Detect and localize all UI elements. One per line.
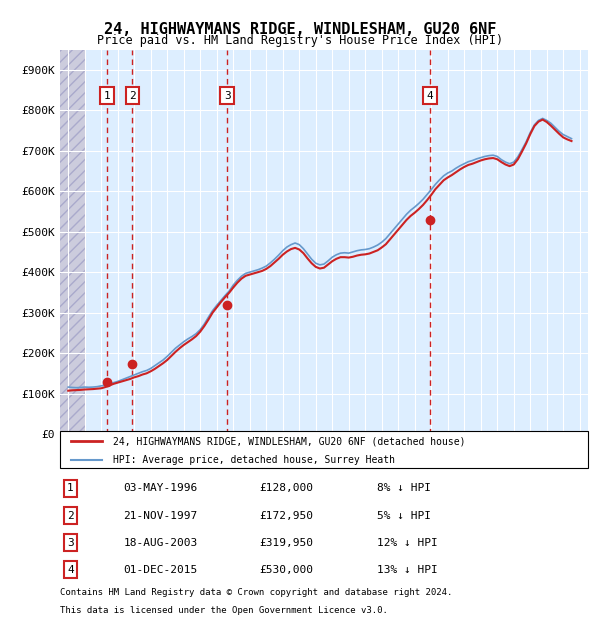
Text: 2: 2 [67,510,74,521]
Text: 24, HIGHWAYMANS RIDGE, WINDLESHAM, GU20 6NF (detached house): 24, HIGHWAYMANS RIDGE, WINDLESHAM, GU20 … [113,436,466,446]
Text: 4: 4 [427,91,433,100]
Text: This data is licensed under the Open Government Licence v3.0.: This data is licensed under the Open Gov… [60,606,388,615]
Text: £172,950: £172,950 [259,510,313,521]
Bar [60,50,85,434]
Text: 5% ↓ HPI: 5% ↓ HPI [377,510,431,521]
Text: £530,000: £530,000 [259,565,313,575]
Text: 24, HIGHWAYMANS RIDGE, WINDLESHAM, GU20 6NF: 24, HIGHWAYMANS RIDGE, WINDLESHAM, GU20 … [104,22,496,37]
Text: 3: 3 [67,538,74,547]
Text: 2: 2 [129,91,136,100]
Text: 13% ↓ HPI: 13% ↓ HPI [377,565,437,575]
Text: 01-DEC-2015: 01-DEC-2015 [124,565,197,575]
Text: 1: 1 [104,91,110,100]
Text: 12% ↓ HPI: 12% ↓ HPI [377,538,437,547]
Text: 4: 4 [67,565,74,575]
Text: 18-AUG-2003: 18-AUG-2003 [124,538,197,547]
Text: 8% ↓ HPI: 8% ↓ HPI [377,484,431,494]
Text: Price paid vs. HM Land Registry's House Price Index (HPI): Price paid vs. HM Land Registry's House … [97,34,503,47]
Text: 3: 3 [224,91,230,100]
Text: £319,950: £319,950 [259,538,313,547]
Text: 03-MAY-1996: 03-MAY-1996 [124,484,197,494]
Text: Contains HM Land Registry data © Crown copyright and database right 2024.: Contains HM Land Registry data © Crown c… [60,588,452,596]
Text: 21-NOV-1997: 21-NOV-1997 [124,510,197,521]
Text: HPI: Average price, detached house, Surrey Heath: HPI: Average price, detached house, Surr… [113,455,395,465]
Text: 1: 1 [67,484,74,494]
FancyBboxPatch shape [60,431,588,468]
Text: £128,000: £128,000 [259,484,313,494]
